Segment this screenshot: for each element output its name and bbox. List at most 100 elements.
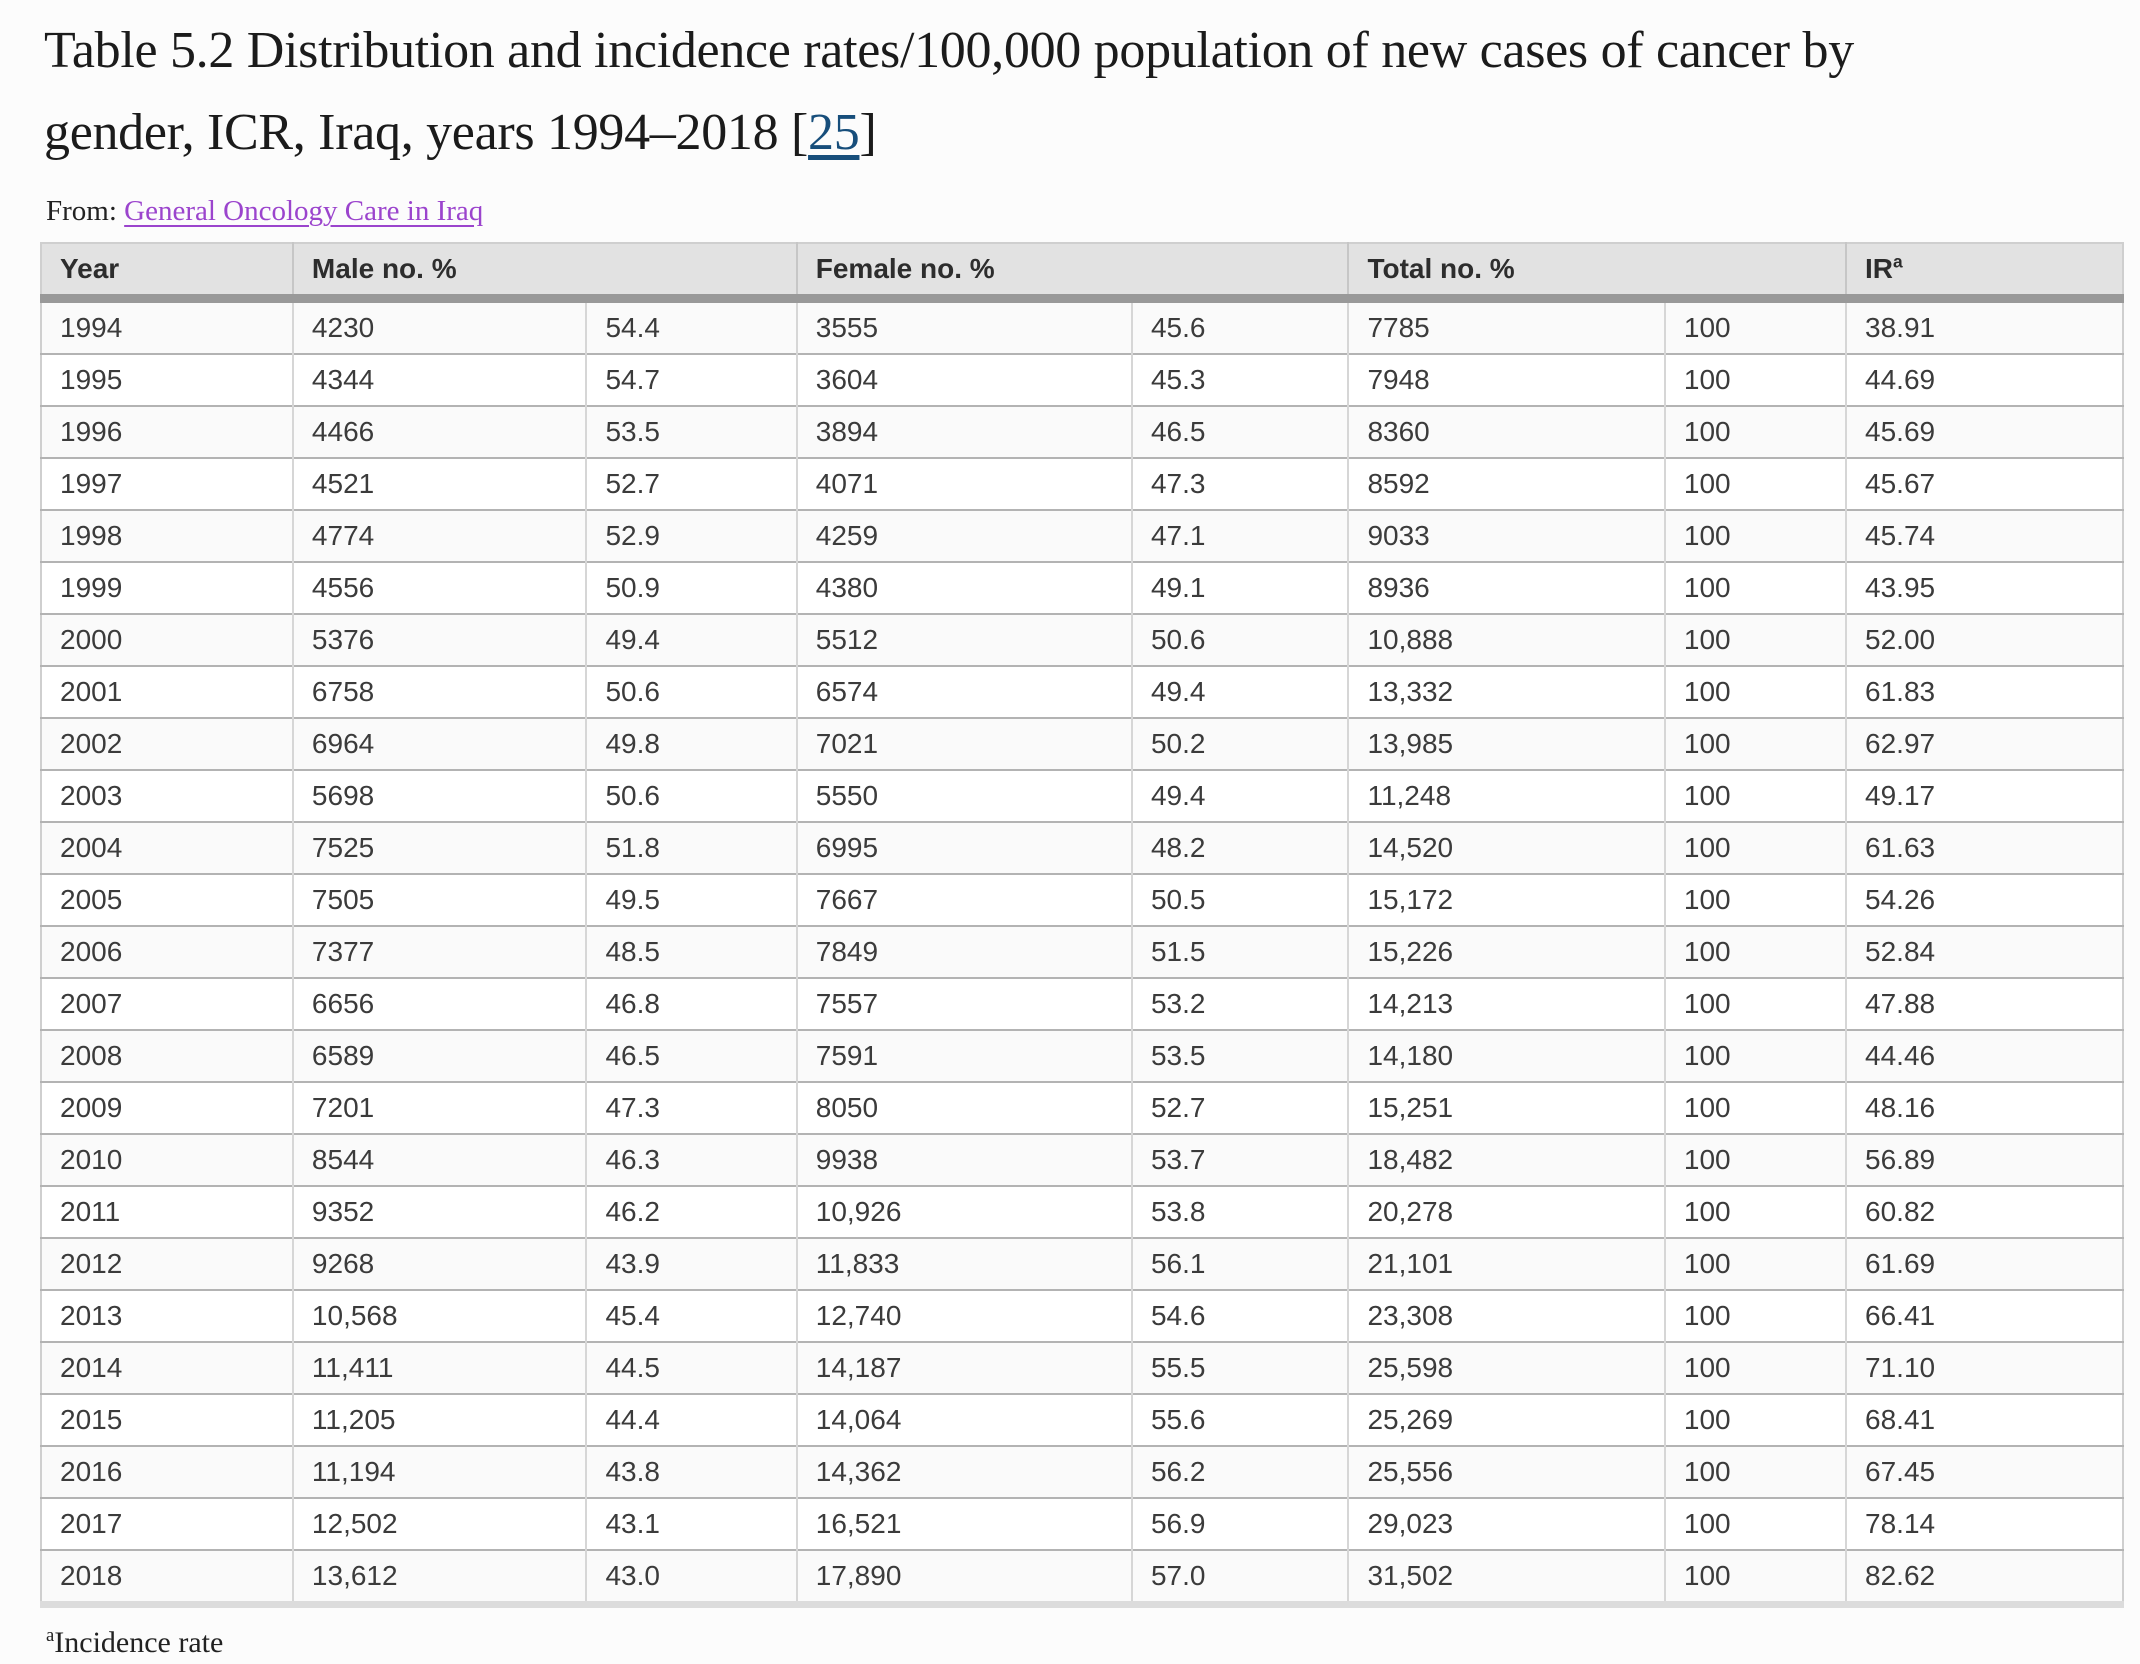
table-row-2006: 2006 7377 48.5 7849 51.5 15,226 100 52.84 bbox=[41, 925, 2123, 979]
cell: 55.5 bbox=[1130, 1341, 1349, 1395]
source-book-link[interactable]: General Oncology Care in Iraq bbox=[124, 195, 484, 228]
cell: 2016 bbox=[41, 1445, 293, 1499]
cell: 100 bbox=[1663, 353, 1847, 407]
cell: 66.41 bbox=[1845, 1289, 2123, 1343]
cell: 14,064 bbox=[795, 1393, 1132, 1447]
cell: 47.3 bbox=[585, 1081, 797, 1135]
cell: 10,568 bbox=[291, 1289, 587, 1343]
cell: 2015 bbox=[41, 1393, 293, 1447]
cell: 55.6 bbox=[1130, 1393, 1349, 1447]
cell: 49.4 bbox=[1130, 665, 1349, 719]
cell: 53.2 bbox=[1130, 977, 1349, 1031]
cell: 3555 bbox=[795, 297, 1132, 355]
cell: 46.5 bbox=[1130, 405, 1349, 459]
cell: 14,520 bbox=[1347, 821, 1665, 875]
cell: 100 bbox=[1663, 1289, 1847, 1343]
cell: 56.9 bbox=[1130, 1497, 1349, 1551]
table-row-2003: 2003 5698 50.6 5550 49.4 11,248 100 49.17 bbox=[41, 769, 2123, 823]
cell: 43.0 bbox=[585, 1549, 797, 1605]
cell: 29,023 bbox=[1347, 1497, 1665, 1551]
cell: 82.62 bbox=[1845, 1549, 2123, 1605]
cell: 61.63 bbox=[1845, 821, 2123, 875]
cell: 43.8 bbox=[585, 1445, 797, 1499]
cell: 5550 bbox=[795, 769, 1132, 823]
citation-link[interactable]: 25 bbox=[808, 104, 860, 162]
cell: 15,172 bbox=[1347, 873, 1665, 927]
table-row-1999: 1999 4556 50.9 4380 49.1 8936 100 43.95 bbox=[41, 561, 2123, 615]
cell: 20,278 bbox=[1347, 1185, 1665, 1239]
cell: 100 bbox=[1663, 1549, 1847, 1605]
cell: 100 bbox=[1663, 1393, 1847, 1447]
cell: 100 bbox=[1663, 405, 1847, 459]
cell: 12,740 bbox=[795, 1289, 1132, 1343]
cell: 54.6 bbox=[1130, 1289, 1349, 1343]
cell: 21,101 bbox=[1347, 1237, 1665, 1291]
cell: 8544 bbox=[291, 1133, 587, 1187]
cell: 50.9 bbox=[585, 561, 797, 615]
table-row-2017: 2017 12,502 43.1 16,521 56.9 29,023 100 78.14 bbox=[41, 1497, 2123, 1551]
table-row-2002: 2002 6964 49.8 7021 50.2 13,985 100 62.97 bbox=[41, 717, 2123, 771]
cell: 50.6 bbox=[1130, 613, 1349, 667]
cell: 25,598 bbox=[1347, 1341, 1665, 1395]
cell: 100 bbox=[1663, 509, 1847, 563]
cell: 2000 bbox=[41, 613, 293, 667]
cell: 71.10 bbox=[1845, 1341, 2123, 1395]
cell: 52.00 bbox=[1845, 613, 2123, 667]
footnote-marker: a bbox=[46, 1625, 55, 1647]
cell: 2012 bbox=[41, 1237, 293, 1291]
cell: 100 bbox=[1663, 873, 1847, 927]
cell: 16,521 bbox=[795, 1497, 1132, 1551]
cell: 6574 bbox=[795, 665, 1132, 719]
cell: 67.45 bbox=[1845, 1445, 2123, 1499]
cell: 38.91 bbox=[1845, 297, 2123, 355]
cell: 4774 bbox=[291, 509, 587, 563]
cell: 53.7 bbox=[1130, 1133, 1349, 1187]
cell: 7021 bbox=[795, 717, 1132, 771]
cell: 11,833 bbox=[795, 1237, 1132, 1291]
table-row-2008: 2008 6589 46.5 7591 53.5 14,180 100 44.46 bbox=[41, 1029, 2123, 1083]
cell: 13,332 bbox=[1347, 665, 1665, 719]
cell: 44.46 bbox=[1845, 1029, 2123, 1083]
cell: 2006 bbox=[41, 925, 293, 979]
column-header-male: Male no. % bbox=[291, 243, 797, 304]
cell: 100 bbox=[1663, 717, 1847, 771]
cell: 3894 bbox=[795, 405, 1132, 459]
cell: 57.0 bbox=[1130, 1549, 1349, 1605]
cell: 54.26 bbox=[1845, 873, 2123, 927]
cell: 100 bbox=[1663, 1081, 1847, 1135]
cell: 52.7 bbox=[585, 457, 797, 511]
cell: 9268 bbox=[291, 1237, 587, 1291]
cell: 9033 bbox=[1347, 509, 1665, 563]
cell: 49.1 bbox=[1130, 561, 1349, 615]
cell: 11,205 bbox=[291, 1393, 587, 1447]
cell: 2010 bbox=[41, 1133, 293, 1187]
cell: 11,248 bbox=[1347, 769, 1665, 823]
cell: 56.2 bbox=[1130, 1445, 1349, 1499]
cell: 1995 bbox=[41, 353, 293, 407]
footnote: aIncidence rate bbox=[46, 1626, 2140, 1660]
cell: 43.95 bbox=[1845, 561, 2123, 615]
column-header-female: Female no. % bbox=[795, 243, 1349, 304]
cell: 1999 bbox=[41, 561, 293, 615]
cell: 2017 bbox=[41, 1497, 293, 1551]
cell: 8050 bbox=[795, 1081, 1132, 1135]
cell: 13,612 bbox=[291, 1549, 587, 1605]
table-row-2009: 2009 7201 47.3 8050 52.7 15,251 100 48.16 bbox=[41, 1081, 2123, 1135]
cell: 6758 bbox=[291, 665, 587, 719]
cancer-incidence-table: Year Male no. % Female no. % Total no. % IRa… bbox=[40, 242, 2124, 1609]
cell: 45.6 bbox=[1130, 297, 1349, 355]
cell: 53.5 bbox=[585, 405, 797, 459]
column-header-ir-sup: a bbox=[1893, 251, 1903, 272]
cell: 18,482 bbox=[1347, 1133, 1665, 1187]
cell: 49.8 bbox=[585, 717, 797, 771]
table-row-1994: 1994 4230 54.4 3555 45.6 7785 100 38.91 bbox=[41, 297, 2123, 355]
cell: 2005 bbox=[41, 873, 293, 927]
cell: 6995 bbox=[795, 821, 1132, 875]
cell: 47.3 bbox=[1130, 457, 1349, 511]
cell: 49.4 bbox=[1130, 769, 1349, 823]
cell: 1998 bbox=[41, 509, 293, 563]
cell: 7667 bbox=[795, 873, 1132, 927]
cell: 50.6 bbox=[585, 769, 797, 823]
table-row-2015: 2015 11,205 44.4 14,064 55.6 25,269 100 68.41 bbox=[41, 1393, 2123, 1447]
cell: 7948 bbox=[1347, 353, 1665, 407]
